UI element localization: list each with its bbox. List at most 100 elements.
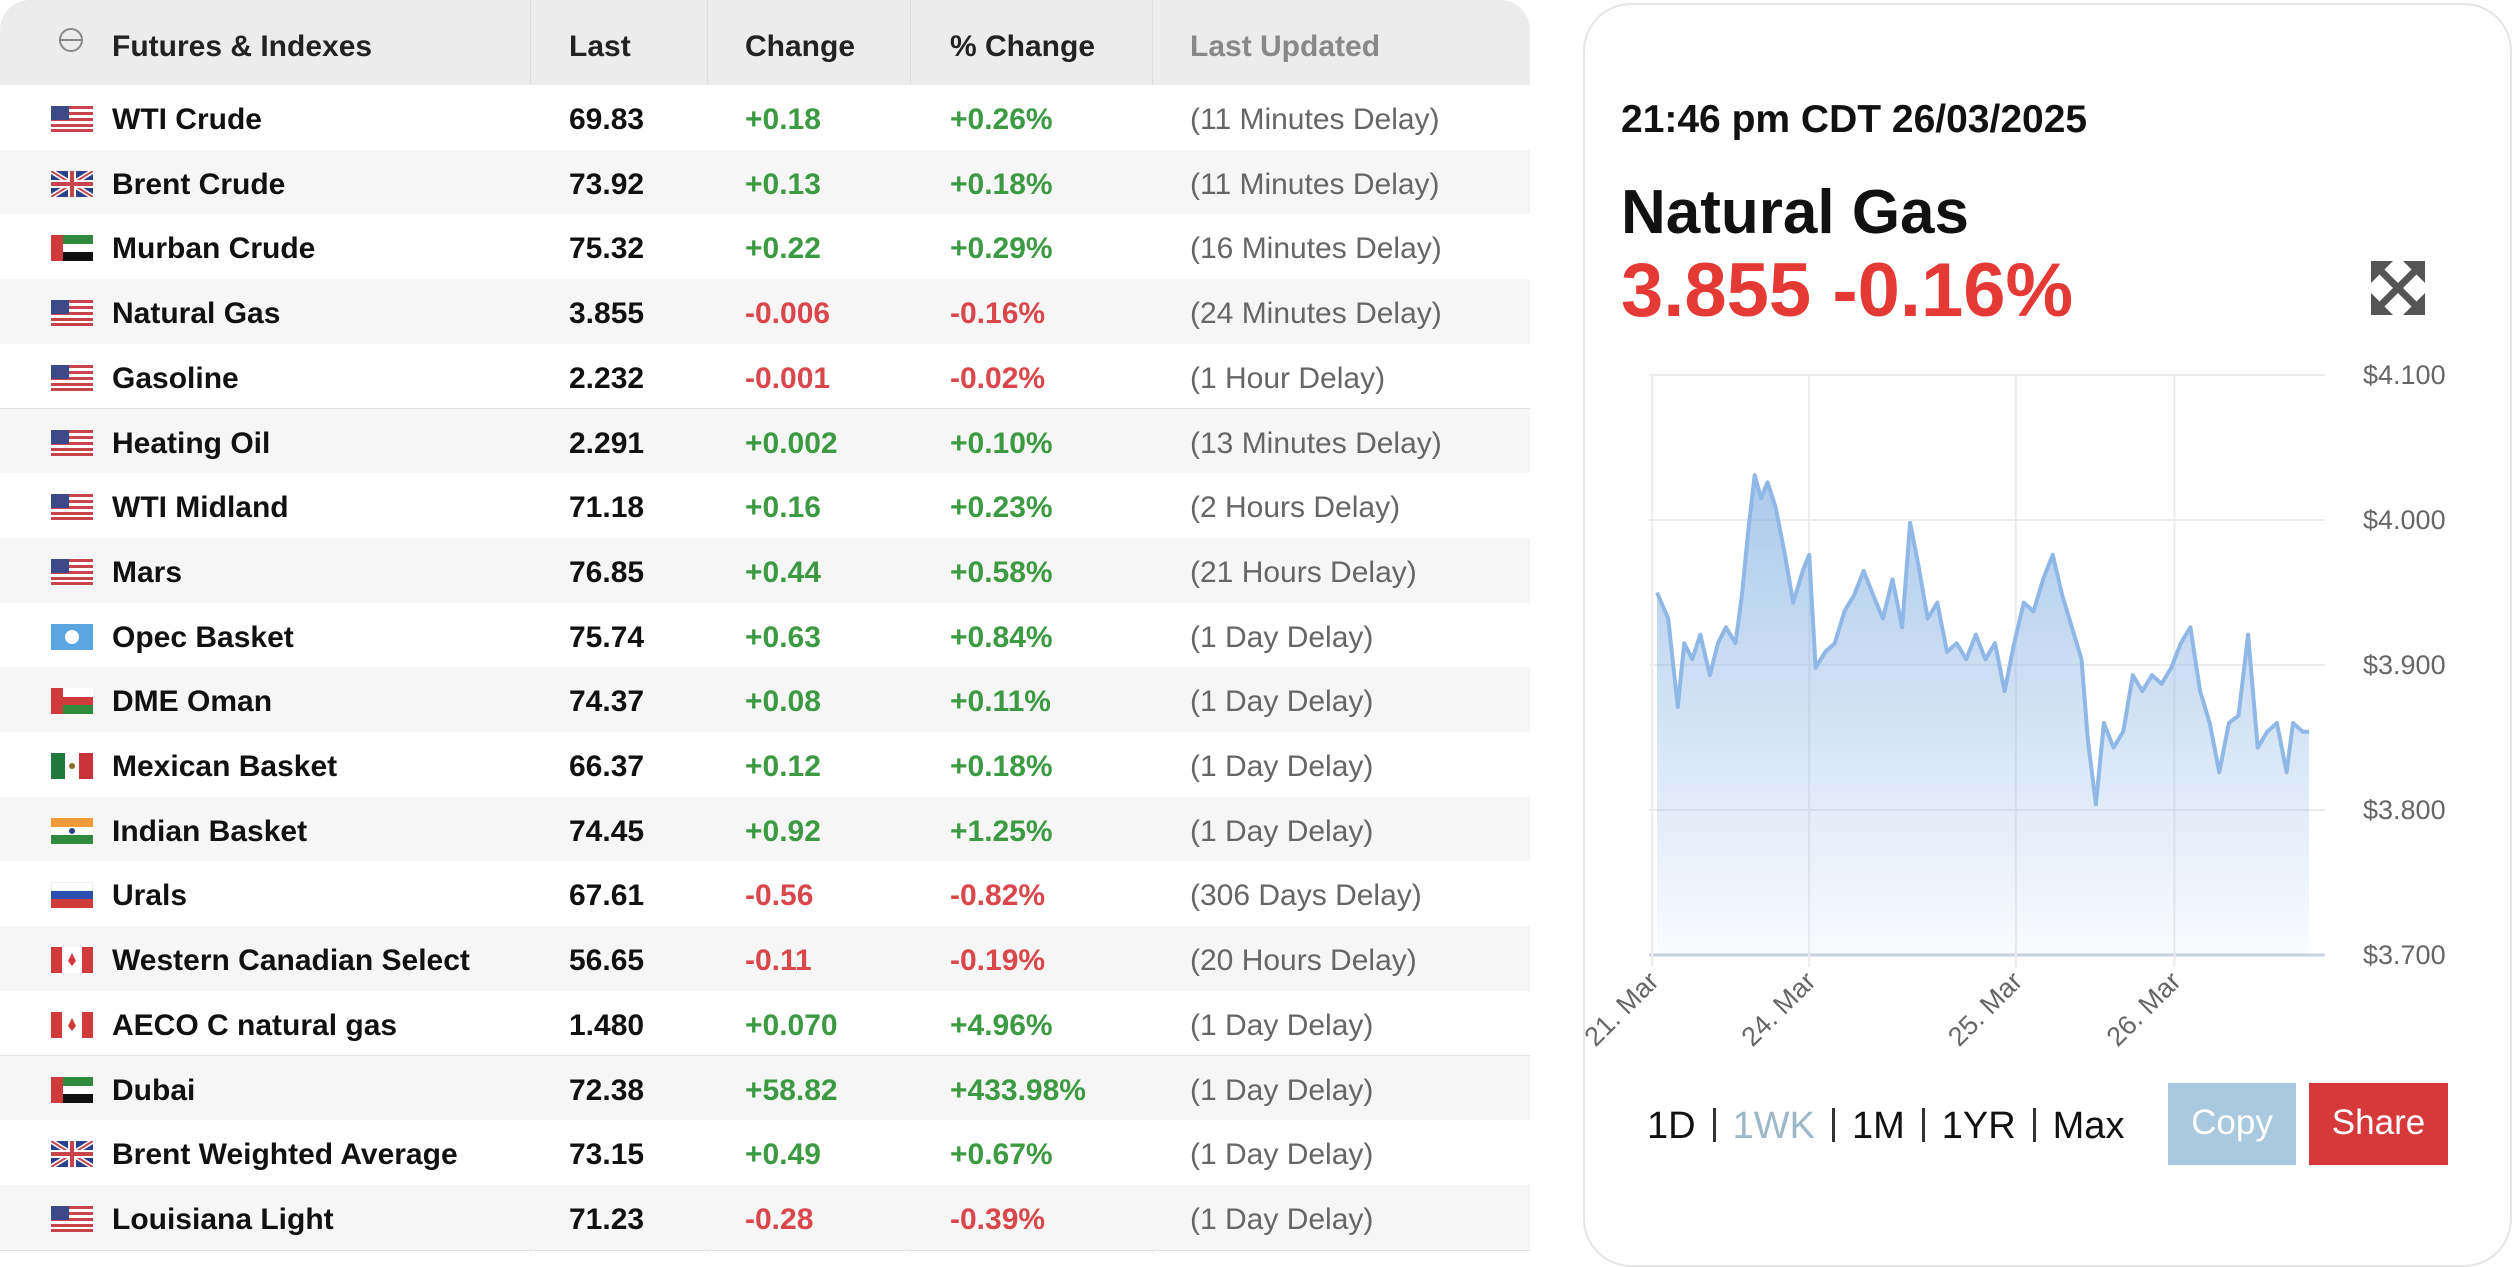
area — [1657, 475, 2309, 955]
instrument-name[interactable]: Murban Crude — [112, 232, 316, 266]
flag-shape — [51, 364, 93, 391]
last-updated: (1 Day Delay) — [1190, 1202, 1374, 1236]
column-header: Last — [569, 29, 631, 63]
flag-shape — [51, 429, 69, 444]
instrument-name[interactable]: Heating Oil — [112, 426, 271, 460]
flag-shape — [51, 441, 93, 445]
range-separator — [1831, 1108, 1835, 1142]
table-row — [0, 732, 1530, 798]
flag-shape — [51, 1205, 69, 1220]
flag-icon — [51, 753, 93, 779]
last-updated: (1 Day Delay) — [1190, 620, 1374, 654]
flag-icon — [51, 1141, 93, 1168]
flag-shape — [51, 1076, 63, 1103]
flag-shape — [51, 318, 93, 322]
copy-button[interactable]: Copy — [2168, 1083, 2296, 1165]
column-header: Last Updated — [1190, 29, 1381, 63]
table-row — [0, 1120, 1530, 1186]
x-tick-label: 25. Mar — [1942, 966, 2028, 1052]
last-updated: (1 Day Delay) — [1190, 1138, 1374, 1172]
last-updated: (1 Day Delay) — [1190, 1073, 1374, 1107]
flag-shape — [51, 558, 69, 573]
last-updated: (1 Hour Delay) — [1190, 361, 1386, 395]
flag-icon — [51, 1205, 93, 1232]
flag-shape — [51, 300, 93, 327]
instrument-name[interactable]: AECO C natural gas — [112, 1008, 398, 1042]
instrument-name[interactable]: Louisiana Light — [112, 1202, 334, 1236]
flag-shape — [51, 882, 93, 892]
flag-shape — [51, 252, 93, 262]
range-option[interactable]: 1YR — [1941, 1105, 2016, 1147]
percent-change: +4.96% — [950, 1008, 1053, 1042]
instrument-name[interactable]: Dubai — [112, 1073, 196, 1107]
percent-change: -0.02% — [950, 361, 1046, 395]
change: -0.006 — [745, 297, 831, 331]
flag-shape — [65, 629, 79, 644]
flag-icon — [51, 300, 93, 327]
flag-shape — [51, 1223, 93, 1227]
flag-shape — [51, 517, 93, 521]
instrument-name[interactable]: Opec Basket — [112, 620, 294, 654]
header-row — [0, 0, 1530, 86]
flag-shape — [51, 429, 93, 433]
instrument-name[interactable]: Mars — [112, 555, 183, 589]
last-price: 67.61 — [569, 879, 645, 913]
percent-change: +0.18% — [950, 750, 1053, 783]
flag-icon — [51, 494, 93, 521]
percent-change: -0.82% — [950, 879, 1046, 913]
instrument-name[interactable]: DME Oman — [112, 685, 273, 719]
flag-shape — [51, 494, 93, 521]
flag-shape — [51, 1076, 93, 1086]
instrument-name[interactable]: Mexican Basket — [112, 750, 338, 783]
flag-shape — [68, 1017, 76, 1031]
expand-icon[interactable] — [2371, 261, 2425, 315]
flag-shape — [51, 124, 93, 127]
instrument-name[interactable]: WTI Midland — [112, 491, 289, 525]
instrument-name[interactable]: Indian Basket — [112, 814, 308, 848]
table-row — [0, 990, 1530, 1057]
last-price: 2.232 — [569, 361, 645, 395]
y-tick-label: $3.900 — [2363, 650, 2446, 680]
last-updated: (11 Minutes Delay) — [1190, 103, 1440, 136]
instrument-name[interactable]: Brent Crude — [112, 167, 286, 201]
instrument-name[interactable]: Gasoline — [112, 361, 239, 395]
change: +0.002 — [745, 426, 838, 460]
flag-shape — [51, 429, 93, 456]
flag-shape — [51, 564, 93, 568]
flag-shape — [51, 452, 93, 456]
x-tick-label: 24. Mar — [1735, 966, 1821, 1052]
futures-table: Futures & Indexes Last Change % Change Last … — [0, 0, 1530, 1252]
last-updated: (1 Day Delay) — [1190, 750, 1374, 783]
table-row — [0, 667, 1530, 733]
range-option[interactable]: Max — [2052, 1105, 2125, 1147]
table-row — [0, 537, 1530, 604]
flag-shape — [51, 323, 93, 327]
percent-change: +0.11% — [950, 685, 1051, 719]
last-price: 72.38 — [569, 1073, 645, 1107]
last-updated: (20 Hours Delay) — [1190, 944, 1417, 978]
flag-shape — [51, 753, 65, 779]
last-price: 69.83 — [569, 103, 645, 136]
flag-shape — [51, 382, 93, 386]
flag-icon — [51, 882, 93, 909]
change: +0.16 — [745, 491, 821, 525]
table-row — [0, 343, 1530, 410]
last-price: 1.480 — [569, 1008, 645, 1042]
range-option[interactable]: 1M — [1851, 1105, 1905, 1147]
range-option[interactable]: 1WK — [1732, 1105, 1815, 1147]
share-button[interactable]: Share — [2309, 1083, 2448, 1165]
instrument-name[interactable]: Urals — [112, 879, 188, 913]
instrument-name[interactable]: Western Canadian Select — [112, 944, 470, 978]
change: +0.08 — [745, 685, 821, 719]
percent-change: +0.10% — [950, 426, 1053, 460]
flag-shape — [51, 129, 93, 132]
instrument-name[interactable]: Natural Gas — [112, 297, 281, 331]
instrument-name[interactable]: Brent Weighted Average — [112, 1138, 458, 1172]
instrument-name[interactable]: WTI Crude — [112, 103, 262, 136]
flag-shape — [51, 106, 69, 120]
flag-shape — [51, 576, 93, 580]
column-header: Change — [745, 29, 856, 63]
chart-panel: 21:46 pm CDT 26/03/2025 Natural Gas 3.85… — [1583, 3, 2512, 1267]
x-tick-label: 26. Mar — [2101, 966, 2187, 1052]
range-option[interactable]: 1D — [1647, 1105, 1696, 1147]
